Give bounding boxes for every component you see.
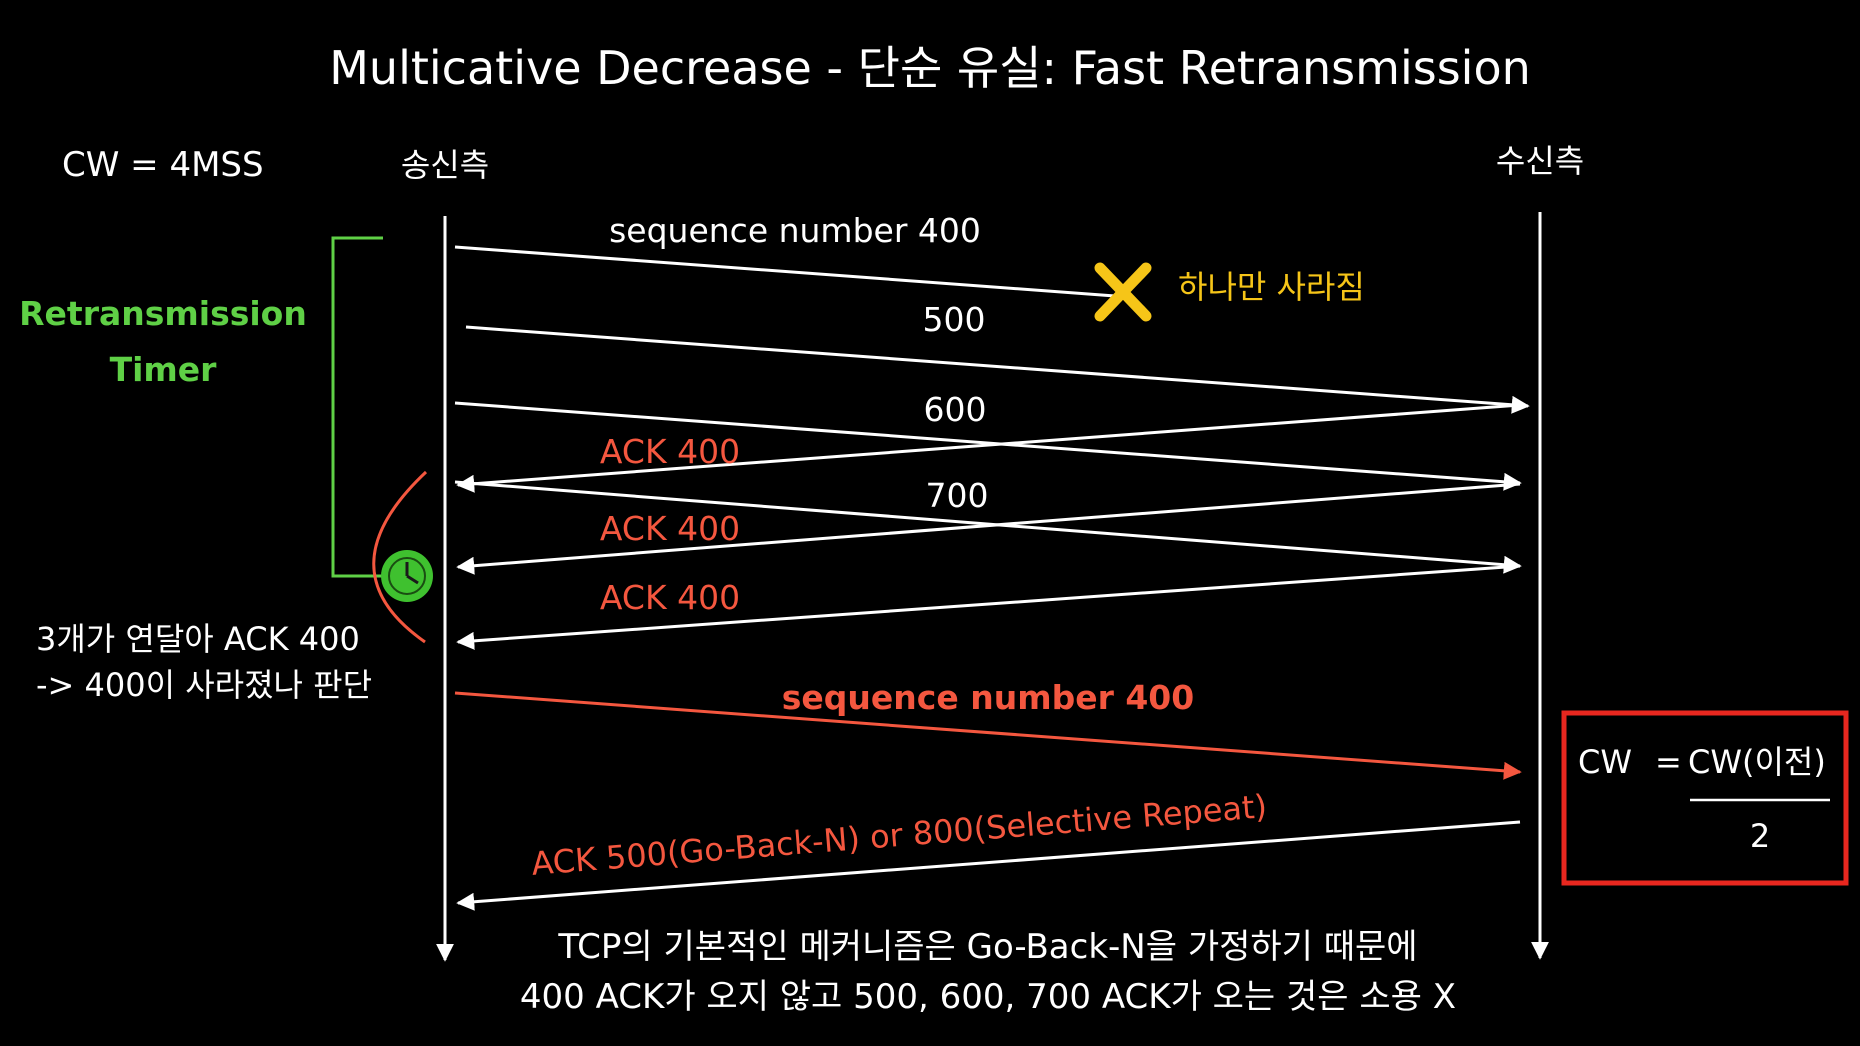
retransmission-timer-bracket bbox=[331, 236, 388, 578]
cw-formula-denominator: 2 bbox=[1750, 817, 1770, 855]
segment-700-arrow bbox=[454, 480, 1522, 574]
triple-ack-note-line2: -> 400이 사라졌나 판단 bbox=[36, 666, 372, 704]
segment-500-label: 500 bbox=[923, 300, 986, 339]
ack-1-arrow bbox=[456, 403, 1521, 493]
timer-label-line2: Timer bbox=[110, 350, 218, 389]
segment-500-arrow bbox=[465, 325, 1530, 414]
cw-formula-box bbox=[1561, 710, 1849, 886]
retransmit-label: sequence number 400 bbox=[782, 678, 1194, 717]
clock-icon bbox=[381, 550, 433, 602]
retransmit-arrow bbox=[454, 691, 1522, 780]
page-title: Multicative Decrease - 단순 유실: Fast Retra… bbox=[329, 41, 1531, 95]
timer-label-line1: Retransmission bbox=[19, 294, 307, 333]
ack-2-label: ACK 400 bbox=[600, 509, 740, 548]
cw-formula-lhs: CW bbox=[1578, 743, 1632, 781]
sender-label: 송신측 bbox=[401, 146, 489, 184]
segment-600-label: 600 bbox=[924, 390, 987, 429]
receiver-label: 수신측 bbox=[1496, 142, 1584, 180]
ack-2-arrow bbox=[456, 482, 1521, 575]
segment-700-label: 700 bbox=[926, 476, 989, 515]
cw-initial-label: CW = 4MSS bbox=[62, 145, 264, 185]
cw-formula-numerator: CW(이전) bbox=[1688, 743, 1826, 781]
footer-line1: TCP의 기본적인 메커니즘은 Go-Back-N을 가정하기 때문에 bbox=[557, 927, 1417, 967]
lost-note: 하나만 사라짐 bbox=[1178, 268, 1365, 306]
segment-400-label: sequence number 400 bbox=[609, 211, 981, 250]
footer-line2: 400 ACK가 오지 않고 500, 600, 700 ACK가 오는 것은 … bbox=[520, 977, 1456, 1017]
lost-x-icon bbox=[1094, 262, 1152, 322]
segment-400-arrow bbox=[454, 245, 1116, 298]
ack-3-label: ACK 400 bbox=[600, 578, 740, 617]
ack-3-arrow bbox=[456, 564, 1521, 650]
triple-ack-curve bbox=[372, 470, 428, 644]
cw-formula-eq: = bbox=[1655, 743, 1682, 781]
final-ack-arrow bbox=[456, 820, 1521, 911]
ack-1-label: ACK 400 bbox=[600, 432, 740, 471]
triple-ack-note-line1: 3개가 연달아 ACK 400 bbox=[36, 620, 360, 658]
segment-600-arrow bbox=[454, 401, 1522, 491]
